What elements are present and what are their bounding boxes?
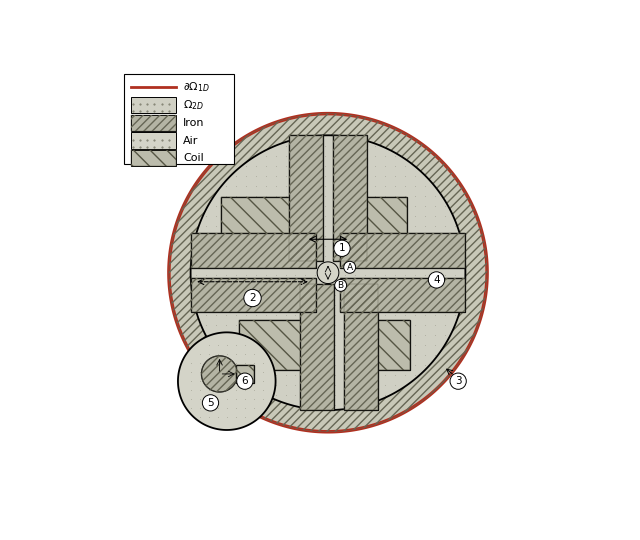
- Text: 6: 6: [241, 376, 248, 386]
- Polygon shape: [340, 233, 465, 268]
- Text: 4: 4: [433, 275, 440, 285]
- Polygon shape: [124, 74, 234, 164]
- Text: 2: 2: [249, 293, 256, 303]
- Circle shape: [344, 261, 356, 273]
- Text: 3: 3: [455, 376, 461, 386]
- Polygon shape: [191, 278, 316, 312]
- Polygon shape: [344, 197, 406, 251]
- Text: A: A: [347, 263, 353, 272]
- Circle shape: [450, 373, 467, 389]
- Polygon shape: [221, 197, 297, 251]
- Polygon shape: [347, 320, 410, 370]
- Polygon shape: [131, 97, 176, 113]
- Polygon shape: [131, 114, 176, 131]
- Polygon shape: [178, 332, 276, 430]
- Polygon shape: [169, 113, 487, 432]
- Polygon shape: [131, 132, 176, 149]
- Text: Coil: Coil: [184, 153, 204, 163]
- Circle shape: [334, 240, 350, 256]
- Polygon shape: [317, 262, 339, 284]
- Polygon shape: [340, 278, 465, 312]
- Circle shape: [202, 395, 219, 411]
- Polygon shape: [344, 285, 378, 410]
- Text: Air: Air: [184, 136, 199, 146]
- Circle shape: [335, 279, 347, 291]
- Polygon shape: [131, 150, 176, 166]
- Text: 1: 1: [339, 244, 346, 253]
- Polygon shape: [236, 365, 254, 383]
- Circle shape: [244, 289, 261, 307]
- Polygon shape: [239, 320, 316, 370]
- Polygon shape: [191, 136, 465, 410]
- Polygon shape: [289, 136, 323, 261]
- Circle shape: [237, 373, 253, 389]
- Polygon shape: [202, 356, 237, 392]
- Text: $\Omega_{2D}$: $\Omega_{2D}$: [184, 98, 205, 112]
- Polygon shape: [333, 136, 367, 261]
- Polygon shape: [300, 285, 334, 410]
- Text: 5: 5: [207, 398, 214, 408]
- Circle shape: [428, 272, 445, 288]
- Text: B: B: [337, 281, 344, 290]
- Text: Iron: Iron: [184, 118, 205, 128]
- Polygon shape: [191, 233, 316, 268]
- Text: $\partial\Omega_{1D}$: $\partial\Omega_{1D}$: [184, 80, 211, 94]
